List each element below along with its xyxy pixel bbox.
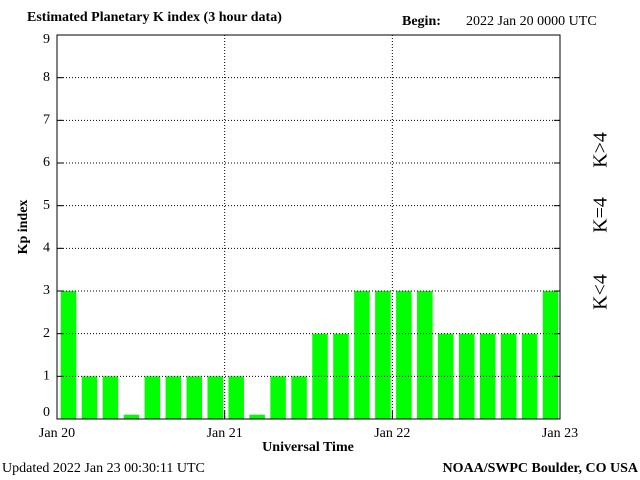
bar bbox=[249, 414, 265, 419]
bar bbox=[500, 333, 517, 419]
x-axis-label: Universal Time bbox=[262, 440, 354, 455]
bar bbox=[396, 291, 412, 419]
bar bbox=[270, 376, 286, 419]
x-tick-label: Jan 23 bbox=[542, 426, 578, 441]
bar bbox=[438, 333, 454, 419]
y-tick-label: 5 bbox=[43, 198, 50, 213]
bar bbox=[144, 376, 161, 419]
legend-entry: K>4 bbox=[590, 132, 612, 168]
bar bbox=[521, 333, 538, 419]
y-tick-label: 1 bbox=[43, 369, 50, 384]
bar bbox=[81, 376, 98, 419]
begin-value: 2022 Jan 20 0000 UTC bbox=[466, 14, 597, 29]
updated: Updated 2022 Jan 23 00:30:11 UTC bbox=[2, 461, 205, 476]
bar bbox=[479, 333, 496, 419]
bar bbox=[123, 414, 140, 419]
begin-label: Begin: bbox=[402, 14, 441, 29]
legend-entry: K=4 bbox=[590, 197, 612, 233]
bar bbox=[333, 333, 349, 419]
y-tick-label: 7 bbox=[43, 113, 50, 128]
y-tick-label: 8 bbox=[43, 70, 50, 85]
y-tick-label: 6 bbox=[43, 155, 50, 170]
y-tick-label: 2 bbox=[43, 326, 50, 341]
bar bbox=[207, 376, 223, 419]
y-axis-label: Kp index bbox=[16, 200, 31, 255]
legend-entry: K<4 bbox=[590, 274, 612, 310]
bar bbox=[458, 333, 475, 419]
plot-frame bbox=[56, 34, 561, 420]
y-tick-label: 3 bbox=[43, 283, 50, 298]
source: NOAA/SWPC Boulder, CO USA bbox=[442, 461, 638, 476]
chart-title: Estimated Planetary K index (3 hour data… bbox=[27, 10, 282, 25]
bar bbox=[102, 376, 119, 419]
x-tick-label: Jan 20 bbox=[39, 426, 75, 441]
y-tick-label: 9 bbox=[43, 32, 50, 47]
x-tick-label: Jan 22 bbox=[374, 426, 410, 441]
bar bbox=[291, 376, 307, 419]
y-tick-label: 4 bbox=[43, 241, 50, 256]
bar bbox=[165, 376, 182, 419]
bar bbox=[375, 291, 391, 419]
bar bbox=[354, 291, 370, 419]
y-tick-label: 0 bbox=[43, 405, 50, 420]
bar bbox=[60, 291, 77, 419]
bar bbox=[186, 376, 203, 419]
bar bbox=[542, 291, 559, 419]
bar bbox=[417, 291, 433, 419]
bar bbox=[228, 376, 244, 419]
bar bbox=[312, 333, 328, 419]
x-tick-label: Jan 21 bbox=[207, 426, 243, 441]
